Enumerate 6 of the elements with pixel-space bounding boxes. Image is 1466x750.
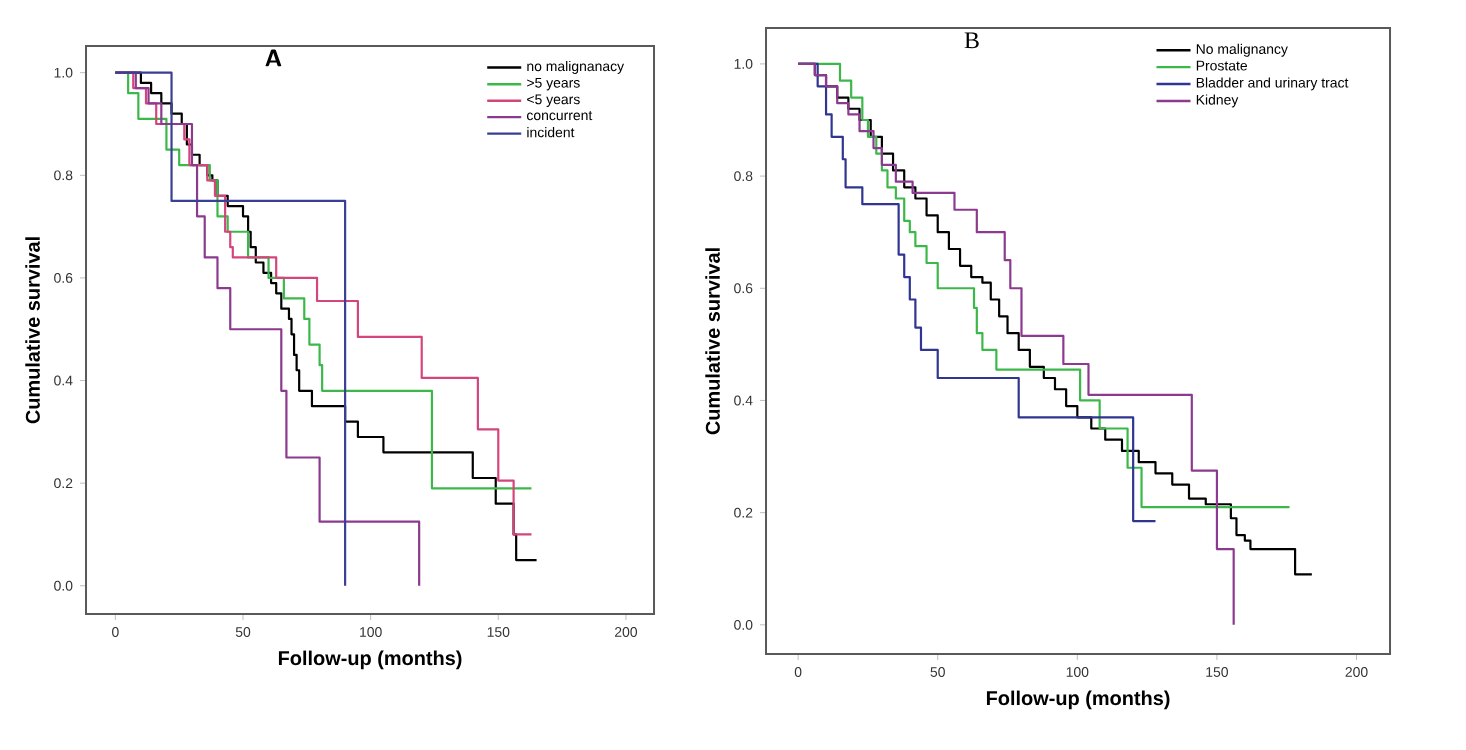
x-axis-title: Follow-up (months) [278, 650, 462, 670]
y-axis-title: Cumulative survival [25, 237, 40, 424]
chart-title: B [964, 32, 979, 49]
y-axis-title: Cumulative survival [705, 248, 720, 435]
chart-title: A [265, 49, 282, 67]
x-axis-title: Follow-up (months) [986, 690, 1170, 710]
